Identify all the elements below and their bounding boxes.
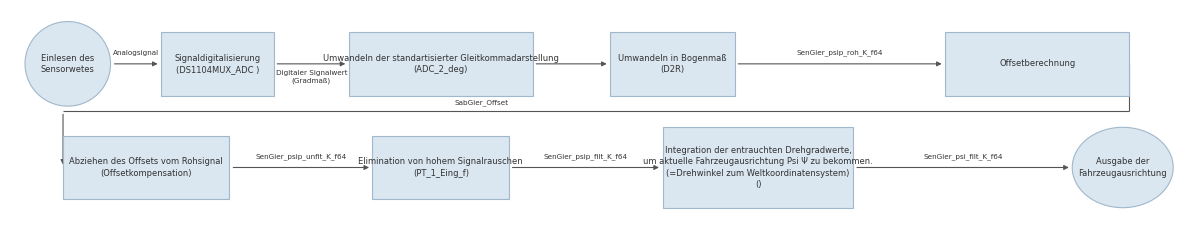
Text: Umwandeln in Bogenmaß
(D2R): Umwandeln in Bogenmaß (D2R) (618, 54, 727, 74)
Text: Digitaler Signalwert
(Gradmaß): Digitaler Signalwert (Gradmaß) (276, 70, 347, 84)
Text: SenGier_psip_unfit_K_f64: SenGier_psip_unfit_K_f64 (256, 153, 347, 160)
Text: Einlesen des
Sensorwetes: Einlesen des Sensorwetes (41, 54, 95, 74)
Text: Umwandeln der standartisierter Gleitkommadarstellung
(ADC_2_deg): Umwandeln der standartisierter Gleitkomm… (323, 54, 559, 74)
Bar (946, 32, 1129, 96)
Bar (64, 136, 229, 199)
Ellipse shape (25, 22, 110, 106)
Text: SenGier_psip_roh_K_f64: SenGier_psip_roh_K_f64 (797, 50, 883, 56)
Text: Ausgabe der
Fahrzeugausrichtung: Ausgabe der Fahrzeugausrichtung (1079, 157, 1168, 178)
Text: SenGier_psip_filt_K_f64: SenGier_psip_filt_K_f64 (544, 153, 628, 160)
Ellipse shape (1073, 127, 1174, 208)
Bar (161, 32, 274, 96)
Text: Signaldigitalisierung
(DS1104MUX_ADC ): Signaldigitalisierung (DS1104MUX_ADC ) (174, 54, 260, 74)
Text: Integration der entrauchten Drehgradwerte,
um aktuelle Fahrzeugausrichtung Psi Ψ: Integration der entrauchten Drehgradwert… (643, 146, 872, 189)
Text: SabGier_Offset: SabGier_Offset (454, 99, 509, 106)
Text: Elimination von hohem Signalrauschen
(PT_1_Eing_f): Elimination von hohem Signalrauschen (PT… (359, 157, 523, 178)
Text: Abziehen des Offsets vom Rohsignal
(Offsetkompensation): Abziehen des Offsets vom Rohsignal (Offs… (70, 157, 223, 178)
Text: Offsetberechnung: Offsetberechnung (1000, 59, 1075, 68)
Text: SenGier_psi_filt_K_f64: SenGier_psi_filt_K_f64 (923, 153, 1003, 160)
Text: Analogsignal: Analogsignal (113, 50, 160, 56)
Bar (349, 32, 533, 96)
Bar (372, 136, 509, 199)
Bar (610, 32, 734, 96)
Bar (662, 127, 853, 208)
